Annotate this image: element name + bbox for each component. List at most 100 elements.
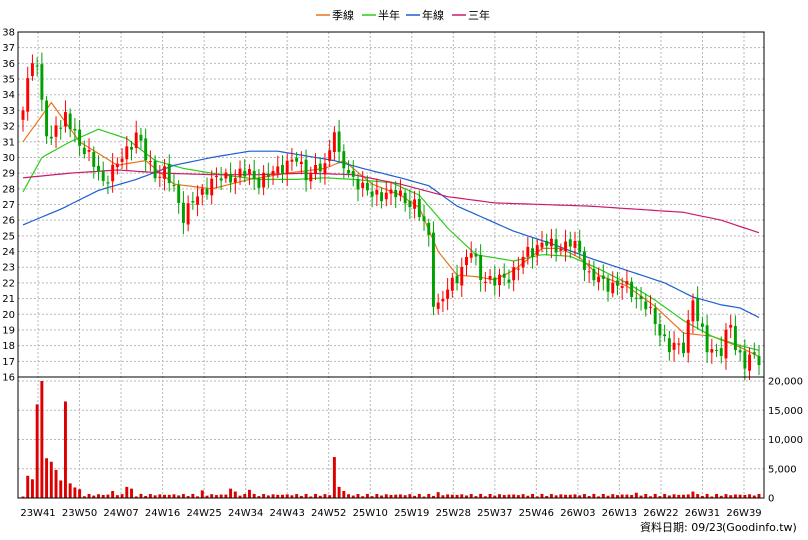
candle-body-down (45, 100, 49, 137)
volume-bar (564, 494, 568, 498)
candle-body-down (479, 254, 483, 280)
volume-bar (507, 494, 511, 498)
candle-body-up (677, 343, 681, 345)
volume-bar (540, 493, 544, 498)
volume-bar (125, 486, 129, 498)
x-tick-label: 24W16 (145, 508, 180, 519)
price-tick-label: 17 (2, 357, 15, 368)
candle-body-up (724, 329, 728, 359)
volume-bar (691, 491, 695, 498)
volume-bar (276, 494, 280, 498)
ma-line-quarter (22, 101, 760, 358)
volume-bar (97, 494, 100, 498)
price-tick-label: 24 (2, 247, 15, 258)
volume-bar (460, 494, 464, 498)
volume-bar (431, 495, 435, 498)
x-axis-ticks: 23W41 23W50 24W07 24W16 24W25 24W34 24W43 24W52… (20, 508, 761, 519)
volume-bar (474, 496, 478, 498)
volume-bar (436, 492, 440, 498)
price-tick-label: 21 (2, 294, 15, 305)
volume-bar (73, 487, 77, 498)
volume-bar (743, 494, 747, 498)
x-tick-label: 26W13 (602, 508, 637, 519)
volume-bar (139, 493, 143, 498)
candle-body-down (144, 138, 148, 161)
volume-bar (398, 494, 402, 498)
volume-bars (21, 381, 761, 498)
candle-body-down (752, 352, 756, 355)
candle-body-up (413, 199, 417, 209)
volume-bar (314, 493, 317, 498)
volume-bar (40, 381, 44, 498)
candle-body-up (332, 132, 336, 153)
candle-body-down (568, 239, 572, 247)
volume-bar (733, 494, 737, 498)
candle-body-down (356, 179, 360, 190)
volume-bar (620, 494, 624, 498)
candle-body-down (304, 159, 308, 181)
candle-body-up (691, 300, 695, 322)
volume-bar (266, 495, 270, 498)
volume-bar (337, 486, 341, 498)
candle-body-down (281, 164, 284, 174)
volume-bar (710, 496, 714, 498)
candle-body-up (587, 271, 591, 273)
candle-body-down (493, 277, 497, 286)
x-tick-label: 25W28 (436, 508, 471, 519)
candle-body-down (757, 356, 761, 366)
moving-average-lines (22, 101, 760, 358)
volume-bar (78, 489, 82, 498)
volume-bar (403, 495, 407, 498)
volume-tick-label: 15,000 (768, 406, 803, 417)
volume-bar (243, 493, 247, 498)
candle-body-down (73, 128, 77, 131)
volume-bar (380, 495, 384, 498)
candle-body-down (49, 136, 53, 139)
candle-body-down (266, 174, 270, 177)
price-tick-label: 27 (2, 200, 15, 211)
volume-tick-label: 0 (768, 494, 774, 505)
candle-body-up (290, 159, 294, 162)
volume-bar (450, 494, 454, 498)
price-tick-label: 33 (2, 106, 15, 117)
volume-bar (417, 493, 421, 498)
candle-body-up (649, 306, 652, 308)
volume-bar (455, 494, 459, 498)
volume-bar (639, 495, 643, 498)
volume-bar (181, 494, 185, 498)
volume-bar (233, 491, 237, 498)
volume-bar (148, 494, 152, 498)
volume-bar (247, 489, 251, 498)
volume-bar (422, 496, 426, 498)
volume-bar (630, 495, 634, 498)
candle-body-up (186, 203, 190, 225)
candle-body-up (26, 78, 30, 112)
volume-bar (365, 493, 369, 498)
volume-bar (686, 494, 690, 498)
candle-body-down (700, 323, 704, 327)
candle-body-up (597, 276, 601, 283)
x-tick-label: 24W34 (228, 508, 263, 519)
candle-body-up (361, 182, 365, 189)
candle-body-up (148, 161, 152, 163)
candle-body-down (181, 202, 185, 223)
candle-body-down (592, 268, 596, 281)
candle-body-down (243, 170, 247, 177)
x-tick-label: 24W52 (311, 508, 346, 519)
candle-body-up (299, 161, 303, 165)
candle-body-up (611, 282, 615, 294)
volume-bar (545, 496, 549, 498)
candle-body-down (606, 278, 610, 292)
candle-body-up (323, 163, 327, 174)
candle-body-down (82, 147, 86, 155)
volume-bar (347, 494, 351, 498)
candle-body-down (167, 163, 171, 184)
volume-bar (304, 493, 308, 498)
price-tick-label: 22 (2, 278, 15, 289)
candle-body-up (625, 281, 629, 285)
price-tick-label: 31 (2, 137, 15, 148)
price-tick-label: 25 (2, 231, 15, 242)
candle-body-up (111, 164, 115, 182)
candle-body-down (733, 326, 737, 351)
candle-body-down (365, 182, 369, 191)
